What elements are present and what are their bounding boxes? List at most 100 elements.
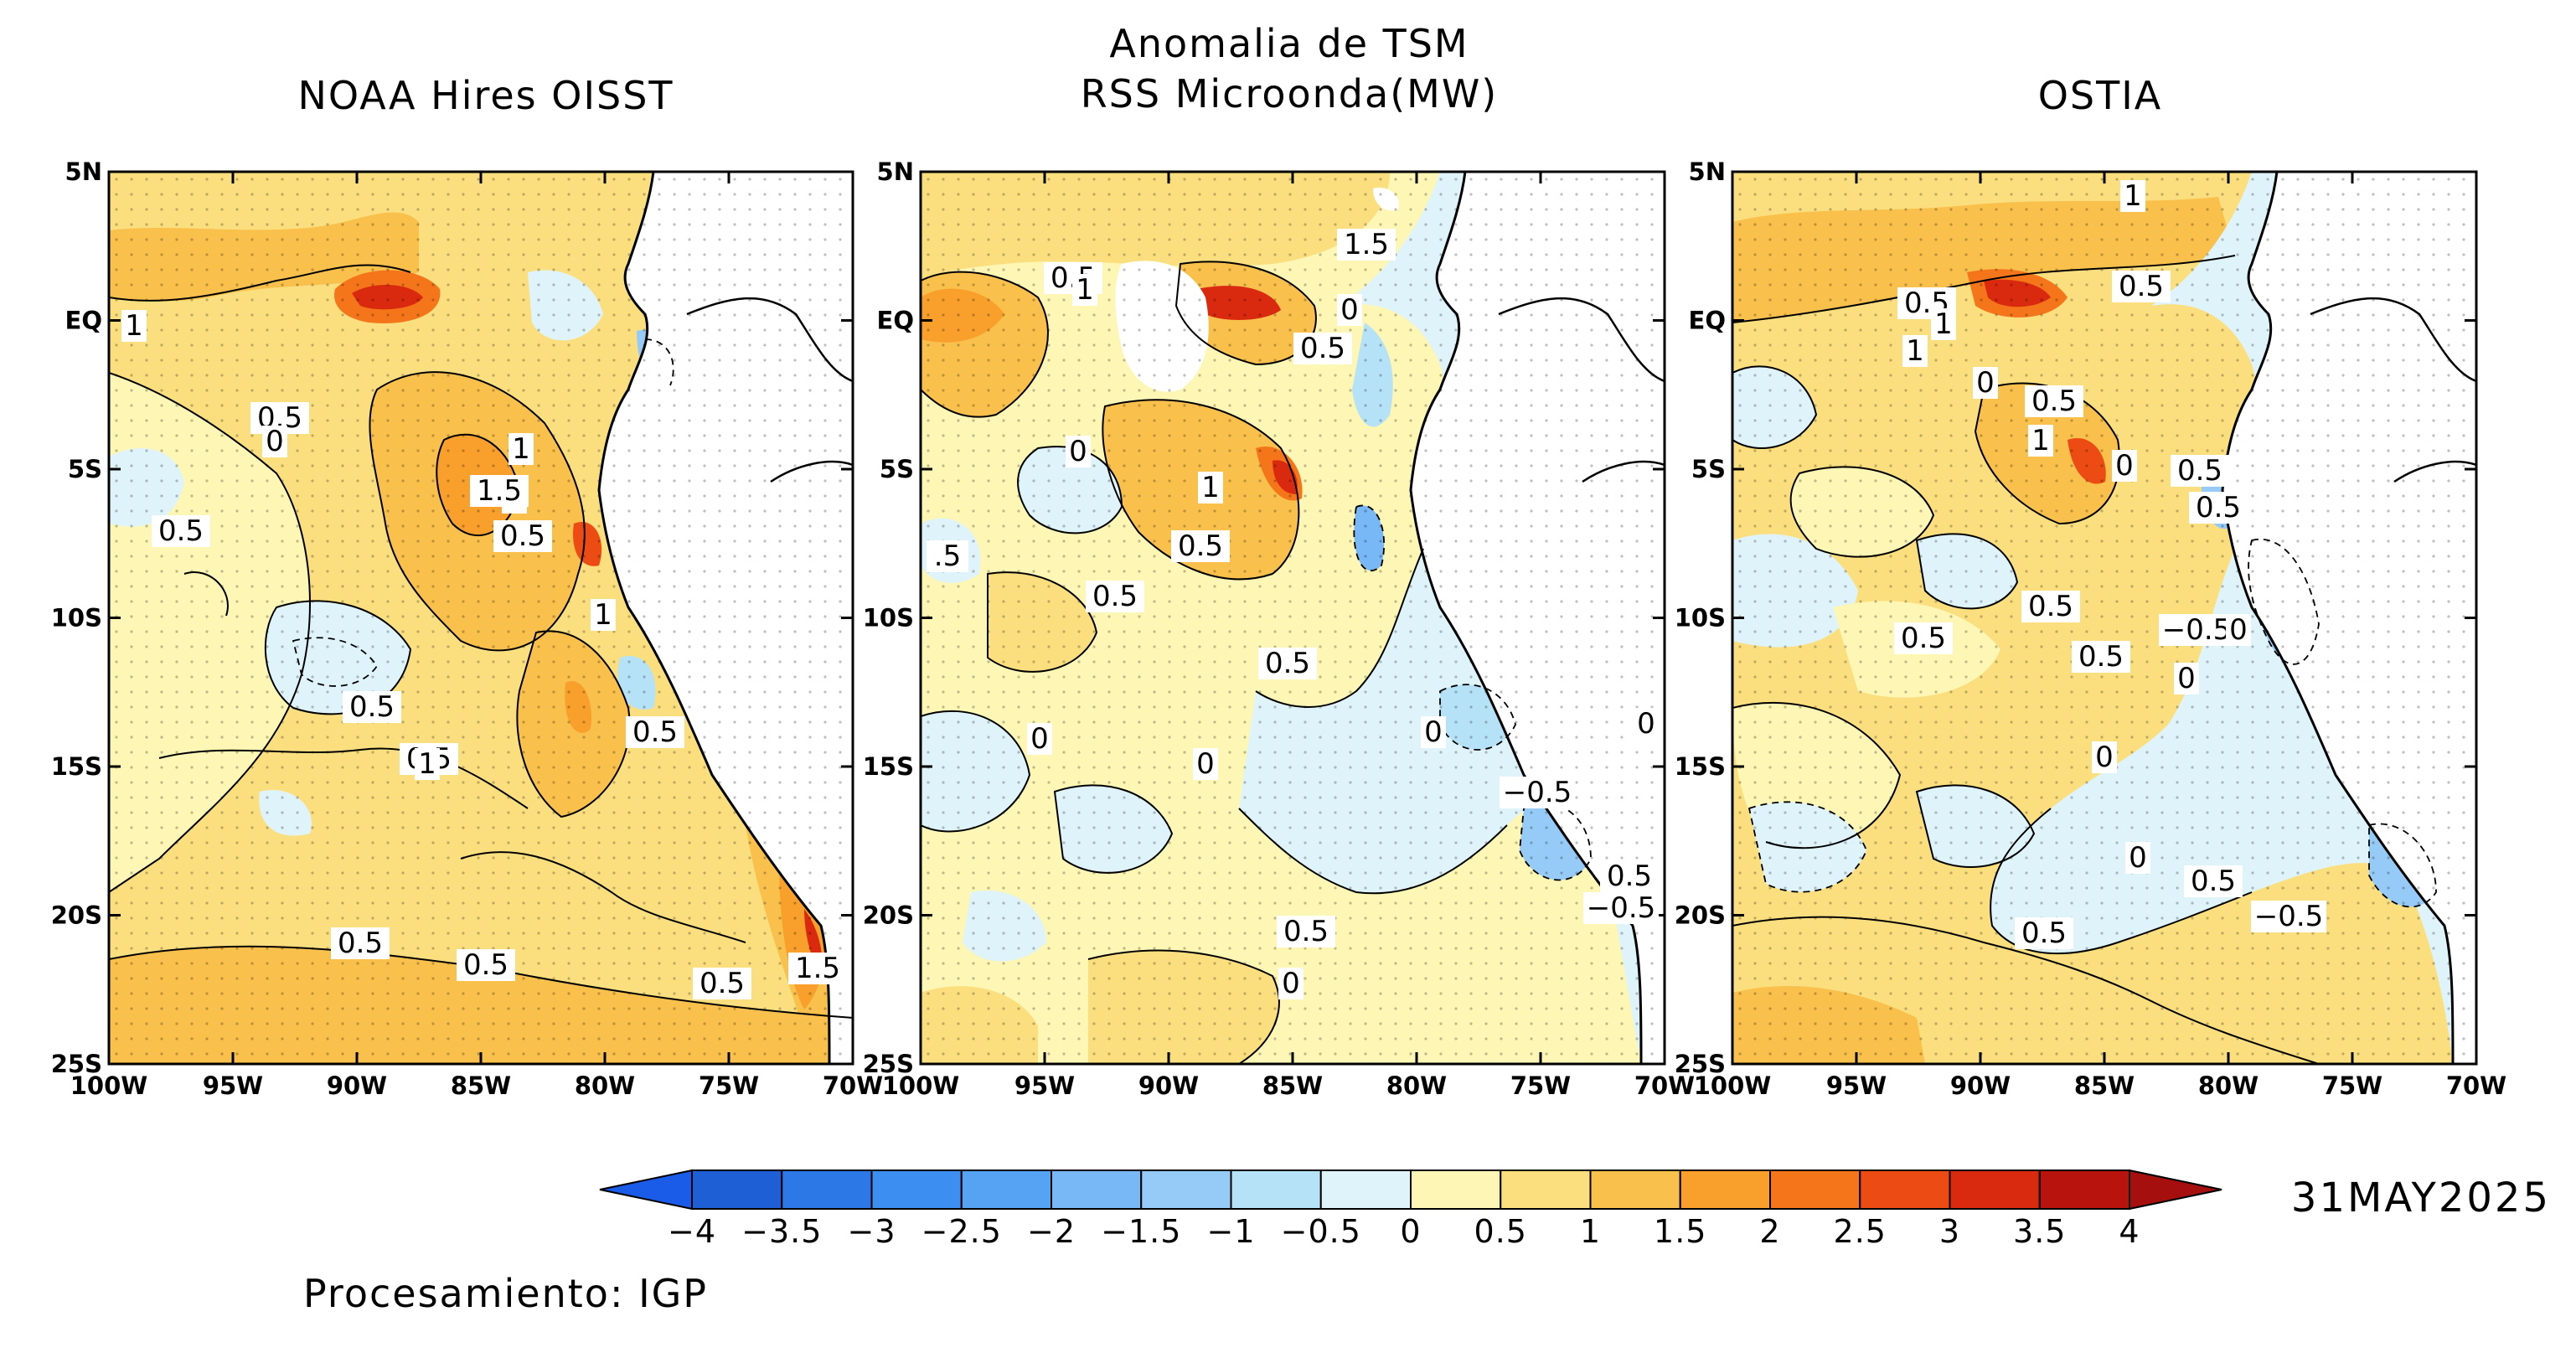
lat-tick-label: EQ [65,307,102,335]
contour-label-bg [2120,180,2145,212]
lon-tick-label: 85W [2074,1071,2135,1100]
colorbar-tick-label: 1.5 [1654,1213,1706,1250]
contour-label-ostia: 0 [2177,662,2196,695]
contour-label-rss: 0 [1030,722,1049,756]
contour-label-rss: 0 [1340,293,1359,327]
contour-label-rss: .5 [934,540,961,573]
contour-label-bg [626,716,684,748]
contour-label-bg [1600,860,1659,892]
colorbar-tick-label: 3 [1939,1213,1960,1250]
colorbar-tick-label: −2 [1027,1213,1076,1250]
contour-label-ostia: 0.5 [2119,270,2164,303]
contour-label-bg [1583,892,1659,924]
contour-label-ostia: 0 [2115,449,2134,483]
center-subtitle: RSS Microonda(MW) [1081,71,1499,116]
contour-label-ostia: 0.5 [2021,917,2067,950]
contour-label-bg [1931,308,1956,340]
contour-label-oisst: 1 [418,747,436,781]
contour-label-bg [2159,614,2234,646]
contour-label-rss: 1.5 [1344,228,1389,261]
lat-tick-label: EQ [877,307,914,335]
contour-label-bg [1337,229,1396,261]
panel-title-oisst: NOAA Hires OISST [297,73,674,118]
map-panel-oisst [107,170,854,1066]
contour-label-oisst: 1.5 [477,474,522,508]
lat-tick-label: 20S [1675,901,1726,930]
colorbar-tick-label: 4 [2119,1213,2140,1250]
lat-tick-label: 15S [1675,752,1726,781]
contour-labels-layer: 10.500.5111.50.50.50.510.50.510.50.51.50… [121,179,2326,1000]
colorbar-tick-label: −2.5 [921,1213,1002,1250]
contour-label-oisst: 0.5 [158,514,204,548]
colorbar-segment [1230,1170,1322,1210]
lat-tick-label: 20S [51,901,102,930]
lon-tick-label: 70W [823,1071,883,1100]
contour-label-bg [1193,748,1218,780]
colorbar-tick-label: −1 [1206,1213,1255,1250]
lon-tick-label: 90W [1138,1071,1199,1100]
contour-label-bg [470,475,529,507]
contour-label-rss: 1 [1076,273,1094,307]
contour-label-bg [415,748,440,780]
lon-tick-label: 70W [1634,1071,1695,1100]
contour-label-ostia: 0.5 [2177,454,2222,488]
contour-label-bg [2112,450,2137,482]
contour-label-oisst: 0.5 [463,948,508,982]
contour-label-ostia: 0.5 [2078,640,2124,674]
contour-label-bg [1072,274,1097,306]
colorbar-segment [1140,1170,1232,1210]
lat-tick-label: EQ [1689,307,1726,335]
contour-label-oisst: 0.5 [338,927,383,960]
lon-tick-label: 100W [70,1071,148,1100]
contour-label-bg [1277,916,1335,948]
lon-tick-label: 80W [575,1071,635,1100]
colorbar-tick-label: −1.5 [1101,1213,1181,1250]
colorbar-segment [781,1170,873,1210]
contour-label-ostia: 0.5 [2191,865,2236,898]
contour-label-oisst: 1 [594,598,612,632]
lat-tick-label: 5S [880,455,914,483]
lon-tick-label: 75W [699,1071,759,1100]
colorbar-segment [1859,1170,1951,1210]
colorbar-tick-label: 0 [1400,1213,1421,1250]
contour-label-bg [1066,436,1091,467]
colorbar-segment [1949,1170,2041,1210]
contour-label-bg [1337,294,1362,326]
lon-tick-label: 90W [1950,1071,2011,1100]
contour-label-oisst: 1 [125,309,143,343]
contour-label-rss: 0 [1424,715,1443,749]
lat-tick-label: 5N [877,157,914,186]
contour-label-bg [2021,591,2080,622]
contour-label-rss: 0.5 [1092,580,1138,613]
colorbar-segment [960,1170,1052,1210]
lat-tick-label: 10S [863,604,914,633]
contour-label-bg [1500,777,1575,808]
contour-label-rss: 0 [1069,435,1087,468]
lat-tick-label: 20S [863,901,914,930]
contour-label-bg [331,927,390,959]
colorbar-segment [1410,1170,1502,1210]
contour-label-bg [1634,708,1659,740]
colorbar-tick-label: −0.5 [1281,1213,1361,1250]
contour-label-bg [1171,530,1230,562]
contour-label-rss: 0.5 [1265,647,1310,680]
lon-tick-label: 100W [1694,1071,1772,1100]
contour-label-ostia: 1 [1906,334,1924,368]
contour-label-bg [693,968,751,999]
contour-label-oisst: 1 [512,432,530,466]
contour-label-oisst: 0 [266,425,284,458]
contour-label-rss: 1 [1201,471,1220,504]
lon-tick-label: 95W [203,1071,263,1100]
contour-label-bg [2174,663,2199,694]
contour-label-rss: −0.5 [1503,776,1572,809]
lat-tick-label: 25S [51,1050,102,1078]
colorbar-tick-label: 2 [1759,1213,1780,1250]
lon-tick-label: 85W [451,1071,511,1100]
contour-label-bg [927,540,968,572]
colorbar-segment [1769,1170,1861,1210]
contour-label-ostia: 0 [2095,741,2114,774]
contour-label-bg [788,953,847,984]
lon-tick-label: 75W [2322,1071,2382,1100]
